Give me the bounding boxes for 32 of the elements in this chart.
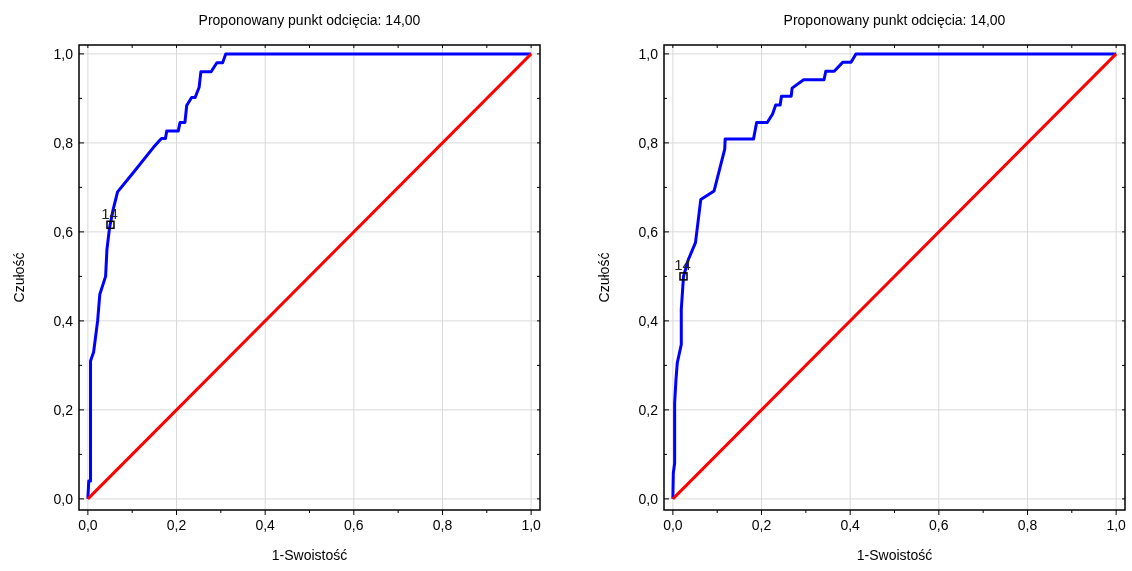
y-axis-title: Czułość [596, 252, 612, 303]
x-tick-label: 0,2 [751, 517, 772, 533]
y-tick-label: 0,4 [638, 312, 659, 329]
x-tick-label: 1,0 [521, 517, 542, 533]
y-tick-label: 0,2 [53, 401, 74, 418]
x-tick-label: 0,8 [1017, 517, 1038, 533]
x-tick-label: 0,6 [344, 517, 364, 533]
x-tick-label: 0,0 [663, 517, 683, 533]
x-tick-label: 0,4 [840, 517, 861, 533]
x-tick-label: 0,8 [432, 517, 453, 533]
x-axis-title: 1-Swoistość [271, 547, 348, 563]
x-tick-label: 0,2 [166, 517, 187, 533]
y-tick-label: 1,0 [638, 45, 659, 62]
chart-title: Proponowany punkt odcięcia: 14,00 [783, 12, 1006, 28]
line-series [86, 52, 533, 501]
y-tick-label: 0,6 [638, 223, 659, 240]
y-tick-label: 0,8 [53, 134, 74, 151]
x-tick-label: 0,6 [929, 517, 949, 533]
x-tick-label: 0,0 [78, 517, 98, 533]
y-tick-label: 0,0 [638, 490, 659, 507]
chart-title: Proponowany punkt odcięcia: 14,00 [198, 12, 421, 28]
y-tick-label: 0,0 [53, 490, 74, 507]
line-series [671, 52, 1118, 501]
x-tick-label: 1,0 [1106, 517, 1127, 533]
x-tick-label: 0,4 [255, 517, 276, 533]
y-tick-label: 0,8 [638, 134, 659, 151]
y-tick-label: 0,2 [638, 401, 659, 418]
y-tick-label: 0,4 [53, 312, 74, 329]
y-tick-label: 0,6 [53, 223, 74, 240]
y-tick-label: 1,0 [53, 45, 74, 62]
y-axis-title: Czułość [11, 252, 27, 303]
x-axis-title: 1-Swoistość [856, 547, 933, 563]
